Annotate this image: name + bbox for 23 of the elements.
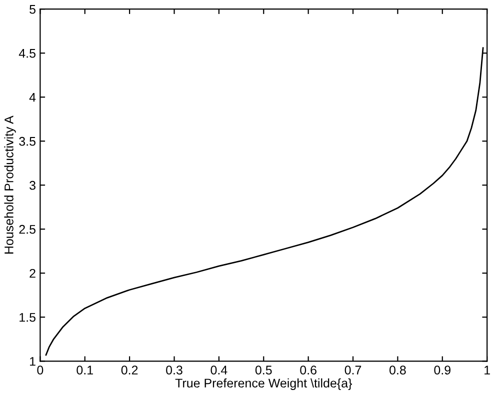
x-tick-label: 0.1 bbox=[76, 366, 93, 374]
x-tick-label: 0.2 bbox=[121, 366, 138, 374]
y-tick-label: 4.5 bbox=[18, 49, 36, 58]
x-axis-title: True Preference Weight \tilde{a} bbox=[175, 378, 352, 390]
x-tick-label: 0.3 bbox=[166, 366, 182, 374]
x-tick-label: 0.6 bbox=[300, 366, 316, 374]
y-tick-label: 5 bbox=[30, 5, 36, 14]
y-tick-label: 3 bbox=[30, 180, 36, 190]
x-tick-label: 0.4 bbox=[210, 366, 228, 374]
y-tick-label: 2 bbox=[30, 268, 36, 278]
y-tick-label: 1.5 bbox=[20, 313, 36, 322]
x-tick-label: 0 bbox=[37, 366, 44, 374]
line-series bbox=[45, 47, 484, 356]
y-tick-label: 3.5 bbox=[19, 136, 36, 146]
y-tick-label: 2.5 bbox=[19, 224, 36, 234]
x-tick-label: 0.8 bbox=[389, 366, 406, 374]
x-tick-label: 1 bbox=[484, 366, 490, 374]
y-tick-label: 1 bbox=[30, 357, 36, 366]
y-axis-title: Household Productivity A bbox=[4, 116, 16, 254]
x-tick-label: 0.9 bbox=[434, 366, 450, 374]
x-tick-label: 0.7 bbox=[344, 366, 362, 374]
x-tick-label: 0.5 bbox=[255, 366, 272, 374]
y-tick-label: 4 bbox=[29, 93, 36, 102]
